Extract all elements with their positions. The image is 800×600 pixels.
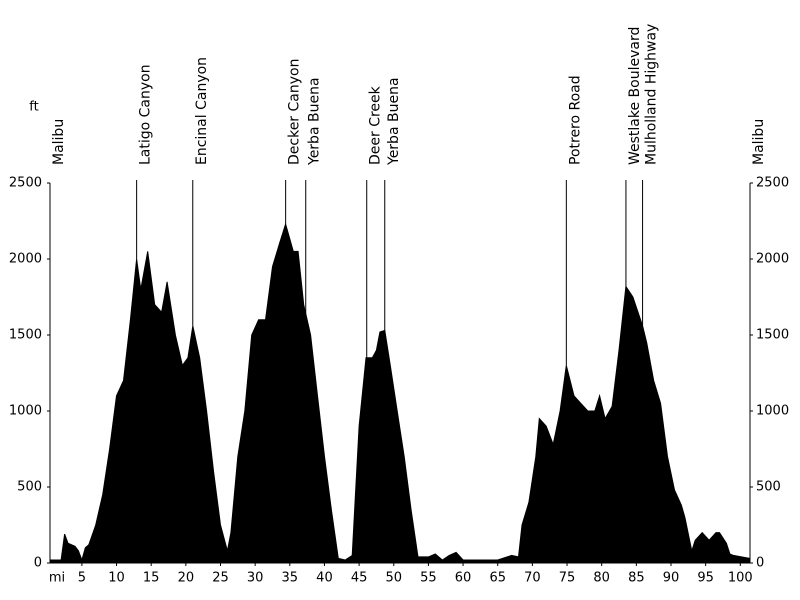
y-tick-label-right: 1500 bbox=[756, 328, 789, 343]
x-tick-label: 55 bbox=[420, 571, 437, 586]
x-tick-label: 95 bbox=[697, 571, 714, 586]
x-tick-label: 45 bbox=[351, 571, 368, 586]
x-tick-label: 25 bbox=[212, 571, 229, 586]
landmark-label: Yerba Buena bbox=[386, 77, 402, 166]
x-tick-label: 75 bbox=[559, 571, 576, 586]
y-tick-label-right: 1000 bbox=[756, 404, 789, 419]
y-tick-label: 2500 bbox=[9, 176, 42, 191]
x-tick-label: 85 bbox=[628, 571, 645, 586]
y-tick-label-right: 0 bbox=[756, 556, 764, 571]
x-tick-label: 40 bbox=[316, 571, 333, 586]
landmark-label: Malibu bbox=[751, 119, 767, 165]
landmark-label: Deer Creek bbox=[368, 85, 384, 165]
y-tick-label: 2000 bbox=[9, 252, 42, 267]
x-tick-label: 90 bbox=[663, 571, 680, 586]
x-tick-label: 5 bbox=[78, 571, 86, 586]
landmark-label: Potrero Road bbox=[567, 75, 583, 165]
x-tick-label: 15 bbox=[143, 571, 160, 586]
x-tick-label: 60 bbox=[455, 571, 472, 586]
y-tick-label: 0 bbox=[34, 556, 42, 571]
landmark-label: Decker Canyon bbox=[287, 59, 303, 165]
landmark-label: Mulholland Highway bbox=[644, 24, 660, 165]
landmark-label: Encinal Canyon bbox=[194, 57, 210, 165]
x-axis-label: mi bbox=[49, 571, 65, 586]
x-tick-label: 100 bbox=[728, 571, 753, 586]
landmark-label: Latigo Canyon bbox=[138, 64, 154, 165]
y-tick-label-right: 2000 bbox=[756, 252, 789, 267]
x-tick-label: 50 bbox=[385, 571, 402, 586]
landmark-label: Yerba Buena bbox=[307, 77, 323, 166]
x-tick-label: 10 bbox=[108, 571, 125, 586]
x-tick-label: 65 bbox=[489, 571, 506, 586]
landmark-label: Westlake Boulevard bbox=[627, 27, 643, 165]
landmark-label: Malibu bbox=[51, 119, 67, 165]
elevation-area bbox=[49, 222, 751, 564]
y-tick-label-right: 500 bbox=[756, 480, 781, 495]
y-axis-label: ft bbox=[29, 100, 38, 115]
y-tick-label: 1500 bbox=[9, 328, 42, 343]
x-tick-label: 35 bbox=[282, 571, 299, 586]
y-tick-label: 1000 bbox=[9, 404, 42, 419]
x-tick-label: 70 bbox=[524, 571, 541, 586]
x-tick-label: 30 bbox=[247, 571, 264, 586]
y-tick-label: 500 bbox=[17, 480, 42, 495]
y-tick-label-right: 2500 bbox=[756, 176, 789, 191]
x-tick-label: 80 bbox=[593, 571, 610, 586]
x-tick-label: 20 bbox=[178, 571, 195, 586]
